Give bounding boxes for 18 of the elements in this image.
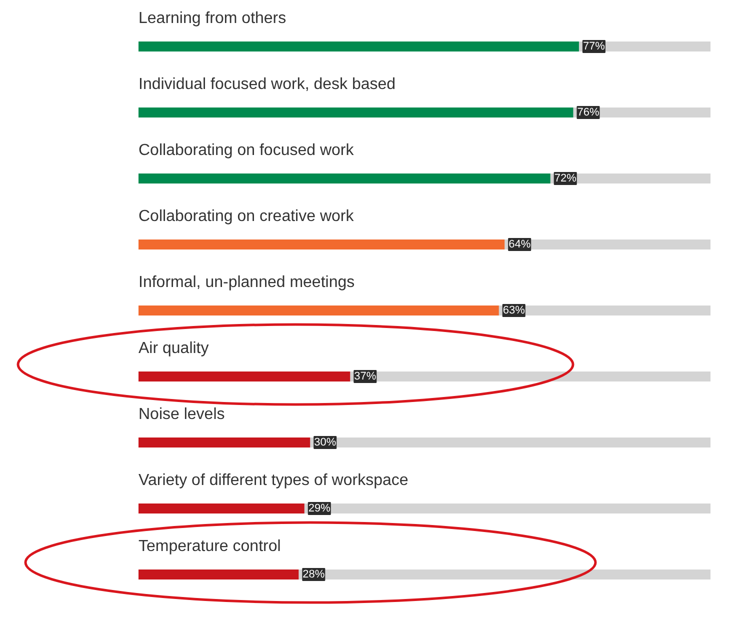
y-tick-label: Temperature control	[138, 538, 281, 555]
y-tick-label: Noise levels	[138, 406, 225, 423]
data-label: 28%	[302, 568, 325, 580]
y-tick-label: Air quality	[138, 340, 209, 357]
data-label: 77%	[582, 40, 606, 52]
data-label: 72%	[554, 172, 577, 184]
data-label: 30%	[314, 436, 336, 448]
data-label: 64%	[508, 238, 531, 250]
data-label: 29%	[308, 502, 331, 514]
y-tick-label: Collaborating on focused work	[138, 142, 355, 159]
y-tick-label: Individual focused work, desk based	[138, 76, 396, 93]
y-tick-label: Learning from others	[138, 10, 286, 27]
data-label: 76%	[577, 106, 600, 118]
y-tick-label: Variety of different types of workspace	[138, 472, 408, 489]
data-label: 37%	[354, 370, 376, 382]
y-tick-label: Collaborating on creative work	[138, 208, 355, 225]
data-label: 63%	[502, 304, 526, 316]
y-tick-label: Informal, un-planned meetings	[138, 274, 355, 291]
